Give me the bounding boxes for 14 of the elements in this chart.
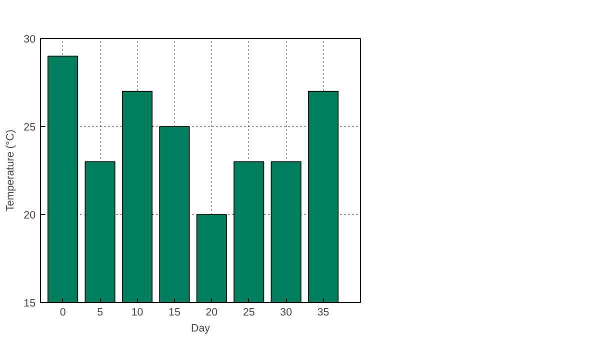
x-tick-label: 25 xyxy=(242,306,255,318)
y-tick-label: 30 xyxy=(24,34,36,46)
x-tick-label: 30 xyxy=(280,306,292,318)
x-tick-label: 10 xyxy=(131,306,144,318)
x-tick-label: 15 xyxy=(168,306,180,318)
y-tick-label: 20 xyxy=(24,210,36,222)
y-axis-title: Temperature (°C) xyxy=(4,130,17,212)
x-tick-label: 0 xyxy=(60,306,66,318)
y-tick-label: 25 xyxy=(24,122,36,134)
x-axis-title: Day xyxy=(191,322,211,334)
x-tick-label: 35 xyxy=(317,306,330,318)
x-tick-label: 5 xyxy=(97,306,104,318)
x-tick-label: 20 xyxy=(206,306,218,318)
y-tick-label: 15 xyxy=(24,298,36,310)
